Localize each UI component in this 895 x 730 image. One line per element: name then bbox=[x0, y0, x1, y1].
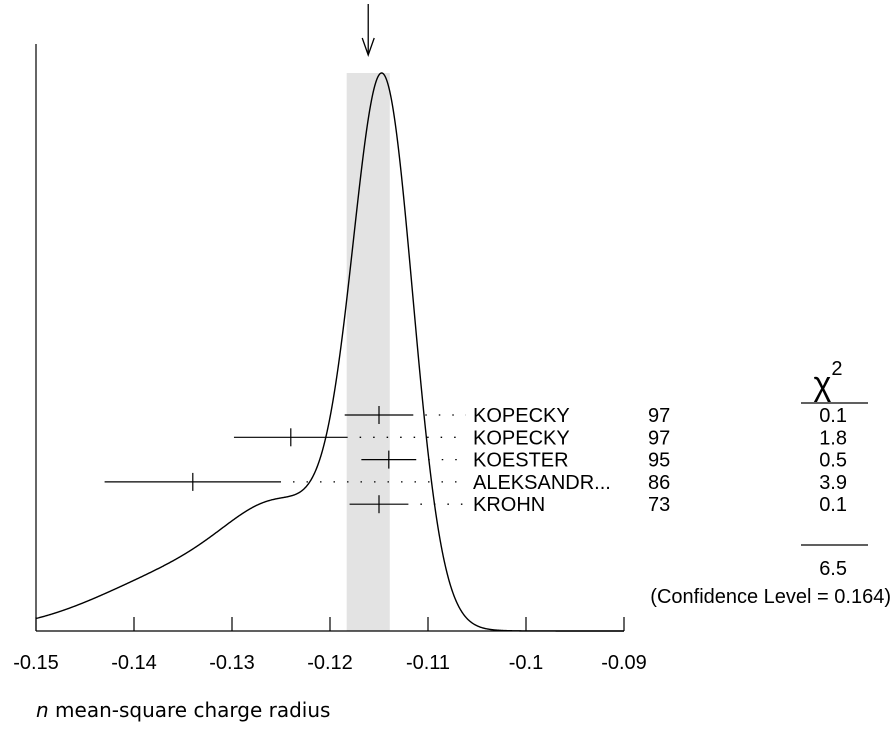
arrow-head bbox=[361, 37, 375, 57]
x-tick-label: -0.1 bbox=[509, 652, 543, 674]
chi2-header: χ2 bbox=[814, 358, 843, 403]
chi2-symbol: χ bbox=[814, 365, 832, 403]
measurement-year: 95 bbox=[648, 450, 670, 472]
x-tick-label: -0.11 bbox=[406, 652, 450, 674]
measurement-chi2: 0.1 bbox=[819, 405, 847, 427]
measurement-year: 97 bbox=[648, 405, 670, 427]
x-axis-label-var: n bbox=[36, 698, 49, 722]
average-arrow bbox=[361, 4, 375, 57]
measurement-name: KOESTER bbox=[473, 450, 569, 472]
average-band bbox=[346, 73, 390, 631]
confidence-level: (Confidence Level = 0.164) bbox=[650, 586, 891, 608]
chi2-total: 6.5 bbox=[819, 558, 847, 580]
x-tick-label: -0.09 bbox=[601, 652, 647, 674]
measurement-name: KROHN bbox=[473, 494, 545, 516]
measurement-year: 73 bbox=[648, 494, 670, 516]
measurement-year: 97 bbox=[648, 427, 670, 449]
measurement-chi2: 0.1 bbox=[819, 494, 847, 516]
measurement-name: KOPECKY bbox=[473, 405, 570, 427]
measurement-name: KOPECKY bbox=[473, 427, 570, 449]
x-axis-label-text: mean-square charge radius bbox=[49, 698, 331, 722]
measurement-chi2: 1.8 bbox=[819, 427, 847, 449]
measurement-chi2: 0.5 bbox=[819, 450, 847, 472]
x-axis-label: n mean-square charge radius bbox=[36, 698, 330, 722]
ideogram-curve bbox=[35, 72, 624, 632]
measurement-name: ALEKSANDR... bbox=[473, 472, 611, 494]
measurement-chi2: 3.9 bbox=[819, 472, 847, 494]
measurements: KOPECKY 97 0.1 KOPECKY 97 1.8 KOESTER 95 0.5 ALEK… bbox=[104, 405, 847, 516]
chi2-exponent: 2 bbox=[831, 358, 842, 380]
x-tick-label: -0.12 bbox=[307, 652, 353, 674]
x-tick-label: -0.15 bbox=[13, 652, 59, 674]
x-ticks: -0.15 -0.14 -0.13 -0.12 -0.11 -0.1 -0.09 bbox=[13, 617, 647, 674]
x-tick-label: -0.14 bbox=[111, 652, 157, 674]
x-tick-label: -0.13 bbox=[209, 652, 255, 674]
measurement-year: 86 bbox=[648, 472, 670, 494]
